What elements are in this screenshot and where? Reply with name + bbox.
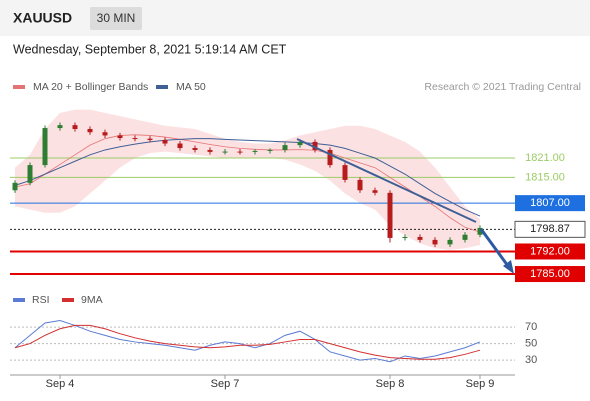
- legend-label: 9MA: [81, 294, 103, 306]
- price-panel: 1821.00 1815.00 1807.00 1798.87 1792.00 1785.…: [10, 81, 586, 283]
- level-label: 1792.00: [530, 245, 570, 257]
- candle-body: [462, 234, 468, 240]
- legend-label: MA 20 + Bollinger Bands: [33, 81, 148, 93]
- x-tick-label: Sep 8: [376, 378, 405, 390]
- interval[interactable]: 30 MIN: [97, 11, 136, 25]
- level-label: 1798.87: [530, 223, 570, 235]
- candle-body: [342, 165, 348, 180]
- level-box: [514, 220, 586, 238]
- candle-body: [27, 165, 33, 183]
- level-box: [515, 243, 585, 260]
- legend-label: RSI: [32, 294, 50, 306]
- candle-body: [447, 239, 453, 245]
- legend-swatch: [13, 298, 25, 302]
- datetime: Wednesday, September 8, 2021 5:19:14 AM …: [13, 42, 287, 56]
- level-label: 1821.00: [525, 152, 565, 164]
- candle-body: [372, 190, 378, 193]
- credit: Research © 2021 Trading Central: [424, 81, 581, 93]
- candle-body: [72, 125, 78, 130]
- ma-line: [14, 134, 481, 233]
- legend-swatch: [13, 85, 25, 89]
- level-label: 1815.00: [525, 171, 565, 183]
- candle-body: [57, 125, 63, 129]
- candle-body: [297, 141, 303, 146]
- candle-body: [222, 151, 228, 153]
- legend-swatch: [62, 298, 74, 302]
- candle-body: [42, 128, 48, 166]
- candle-body: [207, 149, 213, 152]
- candle-body: [252, 150, 258, 152]
- candle-body: [357, 179, 363, 191]
- level-label: 1807.00: [530, 197, 570, 209]
- arrow-head: [503, 260, 514, 274]
- candle-body: [402, 236, 408, 238]
- ma-line: [14, 138, 481, 217]
- candle-body: [162, 139, 168, 144]
- candle-body: [102, 132, 108, 136]
- candle-body: [312, 141, 318, 150]
- y-tick-label: 70: [525, 321, 537, 333]
- x-tick-label: Sep 4: [46, 378, 75, 390]
- candle-body: [192, 148, 198, 150]
- trend-line: [296, 138, 477, 223]
- legend-swatch: [156, 85, 168, 89]
- level-label: 1785.00: [530, 268, 570, 280]
- indicator-line: [14, 324, 481, 360]
- level-box: [515, 266, 585, 283]
- y-tick-label: 30: [525, 354, 537, 366]
- x-tick-label: Sep 7: [211, 378, 240, 390]
- candle-body: [477, 227, 483, 235]
- x-tick-label: Sep 9: [466, 378, 495, 390]
- candle-body: [117, 135, 123, 139]
- legend-label: MA 50: [176, 81, 206, 93]
- candle-body: [87, 129, 93, 133]
- interval-button[interactable]: [90, 7, 142, 30]
- candle-body: [387, 192, 393, 238]
- candle-body: [177, 143, 183, 149]
- level-box: [515, 195, 585, 212]
- symbol: XAUUSD: [13, 10, 72, 26]
- candle-body: [237, 151, 243, 153]
- candle-body: [12, 182, 18, 191]
- candle-body: [132, 138, 138, 140]
- forecast-arrow: [479, 228, 510, 267]
- candle-body: [282, 145, 288, 150]
- candle-body: [432, 239, 438, 245]
- candle-body: [147, 138, 153, 140]
- candle-body: [327, 149, 333, 166]
- candle-body: [417, 236, 423, 240]
- candle-body: [267, 149, 273, 151]
- y-tick-label: 50: [525, 337, 537, 349]
- rsi-panel: 70 50 30 RSI 9MA: [10, 294, 537, 366]
- header-bar: [0, 0, 590, 36]
